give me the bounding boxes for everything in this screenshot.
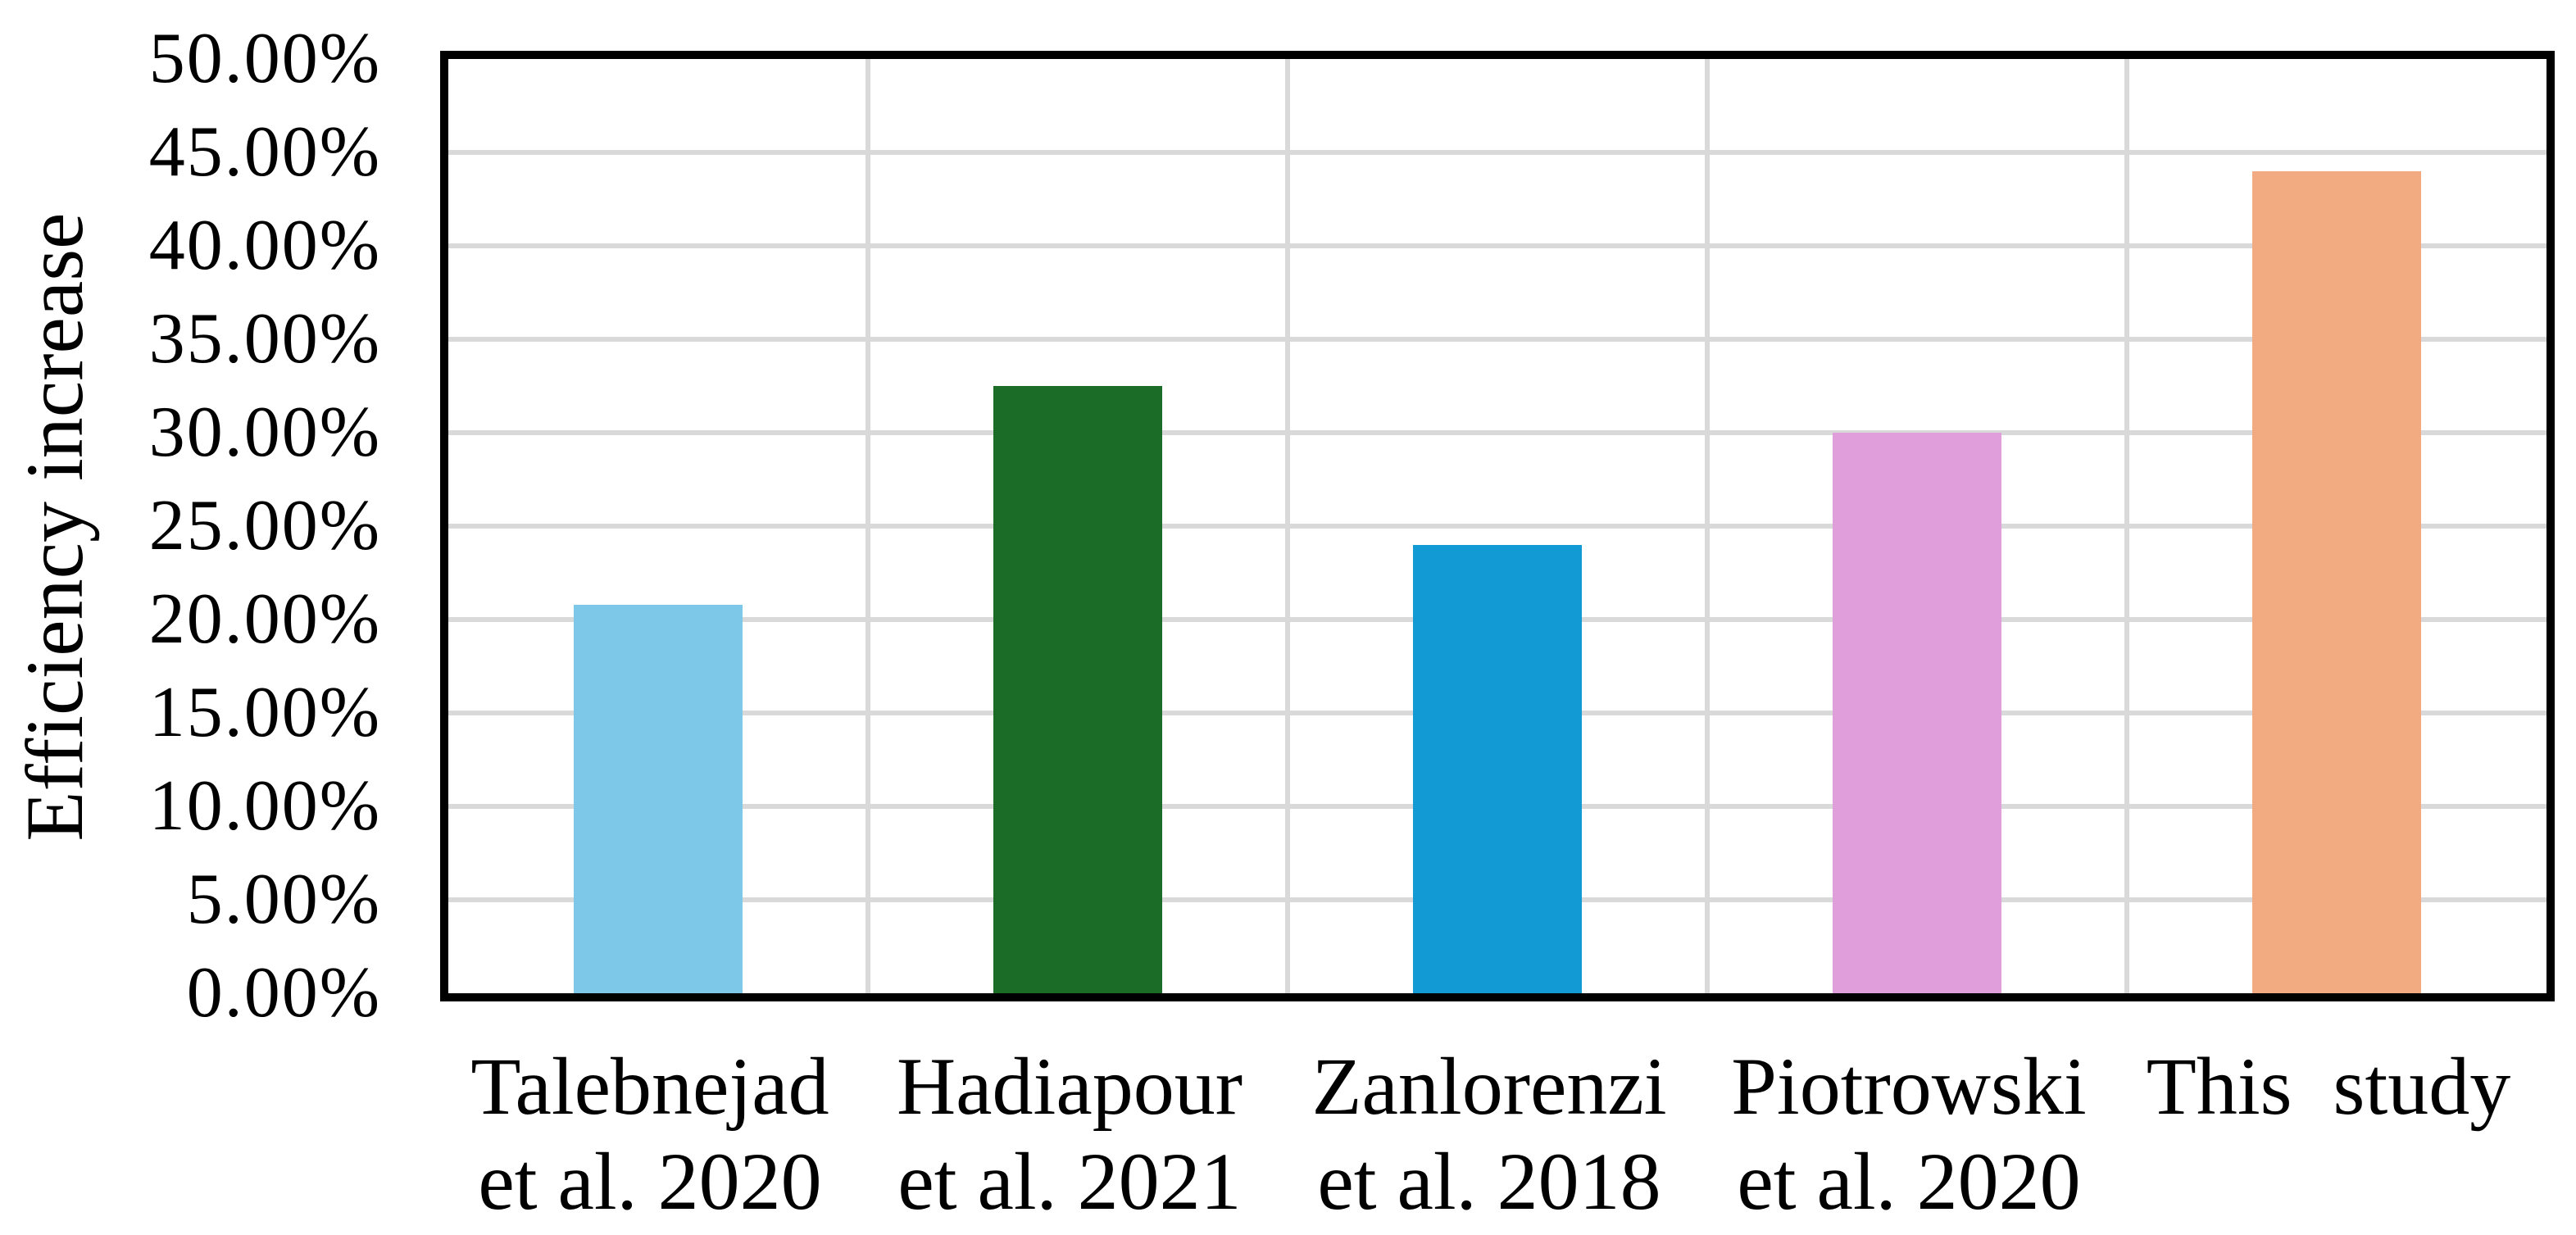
bar-this-study bbox=[2252, 170, 2421, 993]
x-label-piotrowski-et-al-2020: Piotrowski et al. 2020 bbox=[1699, 1039, 2119, 1229]
y-tick-label-15.00%: 15.00% bbox=[148, 673, 381, 752]
y-tick-label-10.00%: 10.00% bbox=[148, 766, 381, 846]
x-label-line: et al. 2020 bbox=[1737, 1136, 2081, 1227]
v-gridline-4 bbox=[2124, 59, 2129, 993]
h-gridline-45 bbox=[448, 150, 2546, 155]
x-label-line: Piotrowski bbox=[1731, 1041, 2087, 1132]
x-label-line: This study bbox=[2146, 1041, 2511, 1132]
v-gridline-3 bbox=[1705, 59, 1710, 993]
y-tick-label-35.00%: 35.00% bbox=[148, 299, 381, 379]
x-label-talebnejad-et-al-2020: Talebnejad et al. 2020 bbox=[440, 1039, 860, 1229]
y-tick-label-5.00%: 5.00% bbox=[186, 860, 381, 939]
x-label-line: Zanlorenzi bbox=[1311, 1041, 1667, 1132]
y-tick-label-50.00%: 50.00% bbox=[148, 19, 381, 98]
y-tick-label-0.00%: 0.00% bbox=[186, 953, 381, 1033]
x-label-line: Hadiapour bbox=[896, 1041, 1243, 1132]
bar-zanlorenzi-et-al-2018 bbox=[1413, 544, 1582, 993]
bar-talebnejad-et-al-2020 bbox=[574, 604, 743, 993]
y-tick-label-40.00%: 40.00% bbox=[148, 206, 381, 285]
v-gridline-2 bbox=[1285, 59, 1290, 993]
v-gridline-1 bbox=[865, 59, 870, 993]
y-tick-label-30.00%: 30.00% bbox=[148, 393, 381, 472]
h-gridline-30 bbox=[448, 430, 2546, 435]
y-tick-label-25.00%: 25.00% bbox=[148, 486, 381, 565]
y-tick-label-45.00%: 45.00% bbox=[148, 112, 381, 192]
bar-hadiapour-et-al-2021 bbox=[993, 386, 1162, 993]
x-label-line: et al. 2020 bbox=[478, 1136, 822, 1227]
bar-piotrowski-et-al-2020 bbox=[1833, 433, 2001, 993]
plot-area bbox=[440, 51, 2555, 1001]
h-gridline-25 bbox=[448, 524, 2546, 529]
x-label-line: et al. 2018 bbox=[1317, 1136, 1661, 1227]
y-tick-label-20.00%: 20.00% bbox=[148, 579, 381, 659]
h-gridline-40 bbox=[448, 243, 2546, 248]
h-gridline-35 bbox=[448, 337, 2546, 342]
x-label-this-study: This study bbox=[2119, 1039, 2538, 1134]
x-label-hadiapour-et-al-2021: Hadiapour et al. 2021 bbox=[860, 1039, 1279, 1229]
x-label-line: Talebnejad bbox=[470, 1041, 829, 1132]
x-label-zanlorenzi-et-al-2018: Zanlorenzi et al. 2018 bbox=[1279, 1039, 1699, 1229]
x-label-line: et al. 2021 bbox=[897, 1136, 1242, 1227]
